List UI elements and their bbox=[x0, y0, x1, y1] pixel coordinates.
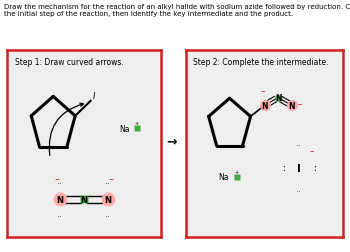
Text: +: + bbox=[135, 121, 139, 125]
Text: ··: ·· bbox=[296, 188, 302, 193]
Text: N: N bbox=[57, 195, 64, 204]
Text: Na: Na bbox=[218, 173, 229, 182]
Text: −: − bbox=[261, 88, 266, 93]
Text: :: : bbox=[281, 163, 286, 172]
Text: +: + bbox=[234, 169, 238, 174]
Text: :: : bbox=[312, 163, 317, 172]
Text: N: N bbox=[261, 101, 268, 110]
Text: →: → bbox=[166, 135, 176, 148]
Text: Step 1: Draw curved arrows.: Step 1: Draw curved arrows. bbox=[15, 58, 124, 67]
Text: −: − bbox=[298, 101, 302, 106]
Text: ··: ·· bbox=[105, 181, 111, 185]
Text: Step 2: Complete the intermediate.: Step 2: Complete the intermediate. bbox=[193, 58, 329, 67]
Text: N: N bbox=[275, 94, 281, 103]
Text: ··: ·· bbox=[105, 214, 111, 218]
Text: I: I bbox=[93, 91, 96, 101]
Text: I: I bbox=[297, 163, 301, 173]
Text: −: − bbox=[108, 176, 113, 181]
Text: ··: ·· bbox=[57, 214, 63, 218]
Text: ··: ·· bbox=[296, 142, 302, 147]
Text: Na: Na bbox=[119, 124, 129, 133]
Text: N: N bbox=[80, 195, 88, 204]
Text: Draw the mechanism for the reaction of an alkyl halide with sodium azide followe: Draw the mechanism for the reaction of a… bbox=[4, 4, 350, 17]
Text: −: − bbox=[54, 176, 60, 181]
Text: N: N bbox=[104, 195, 111, 204]
Text: −: − bbox=[310, 148, 315, 153]
Text: ··: ·· bbox=[57, 181, 63, 185]
Text: N: N bbox=[288, 101, 295, 110]
